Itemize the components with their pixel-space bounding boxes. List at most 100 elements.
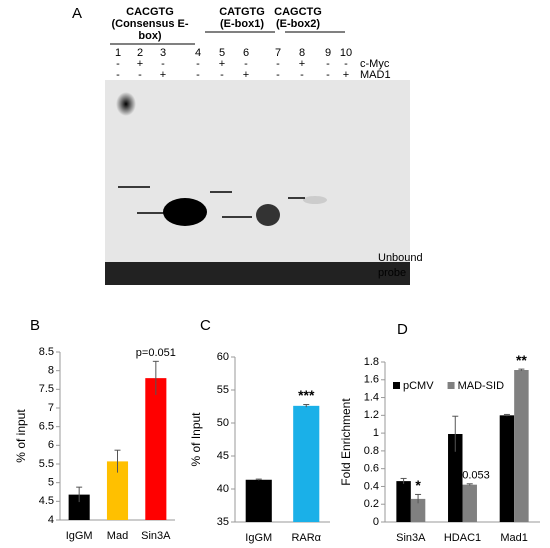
lane-number: 3	[160, 47, 166, 59]
group-label: CAGCTG	[274, 6, 322, 18]
legend-swatch	[447, 382, 455, 389]
lane-number: 9	[325, 47, 331, 59]
bar	[396, 481, 411, 522]
annotation: ***	[298, 387, 315, 403]
y-tick-label: 0.6	[364, 463, 379, 475]
sign: -	[196, 58, 200, 70]
sign: +	[219, 58, 225, 70]
y-tick-label: 1.8	[364, 356, 379, 368]
y-axis-label: % of Input	[189, 412, 203, 467]
bar	[410, 498, 426, 522]
sign: -	[161, 58, 165, 70]
lane-number: 6	[243, 47, 249, 59]
lane-number: 5	[219, 47, 225, 59]
y-axis-label: Fold Enrichment	[339, 398, 353, 486]
x-tick-label: HDAC1	[444, 532, 481, 544]
x-tick-label: Mad	[107, 530, 128, 542]
y-tick-label: 0.8	[364, 445, 379, 457]
legend-label: MAD-SID	[458, 380, 505, 392]
sign: -	[116, 69, 120, 81]
lane-number: 2	[137, 47, 143, 59]
annotation: **	[516, 352, 527, 368]
y-tick-label: 5	[48, 477, 54, 489]
x-tick-label: Sin3A	[396, 532, 426, 544]
probe-band	[105, 262, 410, 285]
annotation: *	[415, 477, 421, 493]
lane-number: 4	[195, 47, 201, 59]
panel-letter: B	[30, 317, 40, 334]
bar	[514, 370, 529, 522]
gel	[105, 80, 410, 285]
bar	[145, 378, 167, 520]
lane-number: 1	[115, 47, 121, 59]
panel-letter: D	[397, 321, 408, 338]
y-tick-label: 0.2	[364, 498, 379, 510]
y-tick-label: 1.6	[364, 374, 379, 386]
sign: -	[196, 69, 200, 81]
sign: +	[137, 58, 143, 70]
gel-band	[163, 198, 207, 226]
y-tick-label: 1	[373, 427, 379, 439]
bar	[106, 461, 129, 520]
sign: -	[344, 58, 348, 70]
gel-band	[303, 196, 327, 204]
sign: -	[326, 58, 330, 70]
bar	[462, 484, 477, 522]
y-tick-label: 60	[217, 351, 229, 363]
x-tick-label: Mad1	[500, 532, 528, 544]
probe-label: probe	[378, 267, 406, 279]
sign: +	[160, 69, 166, 81]
y-axis-label: % of input	[14, 409, 28, 463]
y-tick-label: 7	[48, 402, 54, 414]
lane-number: 8	[299, 47, 305, 59]
sign: +	[243, 69, 249, 81]
y-tick-label: 40	[217, 483, 229, 495]
bar	[293, 405, 320, 522]
group-label: CACGTG	[126, 6, 174, 18]
y-tick-label: 45	[217, 450, 229, 462]
gel-band	[256, 204, 280, 226]
sign: -	[326, 69, 330, 81]
sign: +	[299, 58, 305, 70]
y-tick-label: 55	[217, 384, 229, 396]
sign: +	[343, 69, 349, 81]
x-tick-label: IgGM	[245, 532, 272, 544]
sign: -	[276, 58, 280, 70]
y-tick-label: 1.2	[364, 409, 379, 421]
y-tick-label: 6.5	[39, 421, 54, 433]
y-tick-label: 4	[48, 514, 54, 526]
gel-spot	[116, 92, 136, 116]
sign: -	[300, 69, 304, 81]
y-tick-label: 8	[48, 365, 54, 377]
annotation: p=0.053	[450, 470, 490, 482]
y-tick-label: 7.5	[39, 383, 54, 395]
y-tick-label: 35	[217, 516, 229, 528]
lane-number: 7	[275, 47, 281, 59]
panel-letter: A	[72, 5, 82, 22]
group-label: box)	[138, 30, 162, 42]
y-tick-label: 1.4	[364, 391, 379, 403]
x-tick-label: RARα	[291, 532, 321, 544]
panel-letter: C	[200, 317, 211, 334]
sign: -	[220, 69, 224, 81]
y-tick-label: 50	[217, 417, 229, 429]
y-tick-label: 5.5	[39, 458, 54, 470]
row-label: MAD1	[360, 69, 391, 81]
legend-label: pCMV	[403, 380, 434, 392]
group-label: (E-box1)	[220, 18, 264, 30]
annotation: p=0.051	[136, 347, 176, 359]
y-tick-label: 8.5	[39, 346, 54, 358]
group-label: CATGTG	[219, 6, 265, 18]
probe-label: Unbound	[378, 252, 423, 264]
sign: -	[116, 58, 120, 70]
bar	[499, 415, 515, 522]
bar	[68, 494, 90, 520]
group-label: (E-box2)	[276, 18, 320, 30]
group-label: (Consensus E-	[111, 18, 188, 30]
y-tick-label: 4.5	[39, 495, 54, 507]
gel-background	[105, 80, 410, 285]
legend-swatch	[393, 382, 400, 389]
bar	[245, 479, 272, 522]
y-tick-label: 0	[373, 516, 379, 528]
